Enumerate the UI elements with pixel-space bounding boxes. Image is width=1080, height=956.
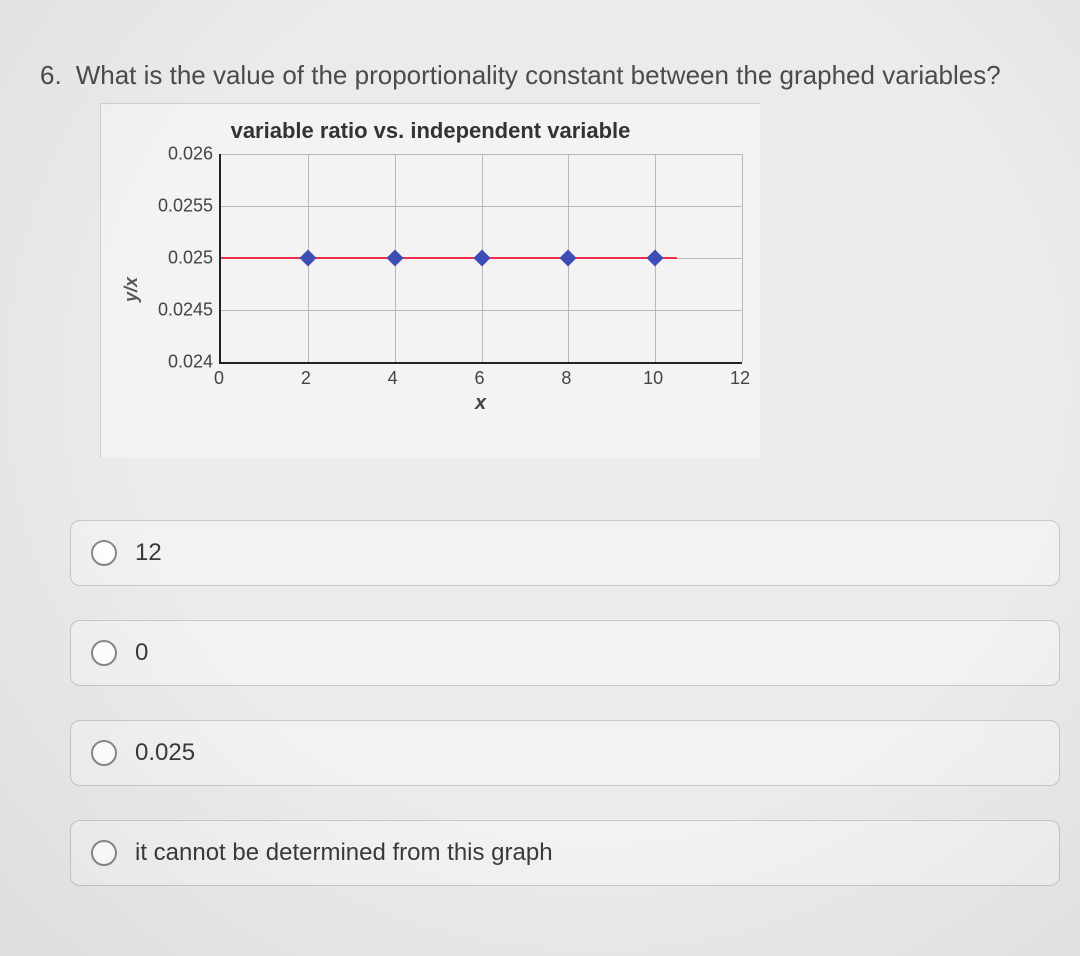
chart-plot-column: 024681012 x — [219, 154, 742, 424]
chart-xtick-label: 10 — [643, 368, 663, 389]
chart-xtick-label: 4 — [388, 368, 398, 389]
question-number: 6. — [40, 60, 62, 91]
chart-ytick-label: 0.0255 — [145, 196, 213, 217]
answer-label: 0 — [135, 639, 148, 667]
answer-label: 12 — [135, 539, 162, 567]
answer-list: 12 0 0.025 it cannot be determined from … — [70, 520, 1060, 886]
chart-marker — [647, 250, 664, 267]
answer-option-unknown[interactable]: it cannot be determined from this graph — [70, 820, 1060, 886]
chart-marker — [386, 250, 403, 267]
chart-yticks: 0.0240.02450.0250.02550.026 — [145, 154, 219, 424]
chart-xtick-label: 8 — [561, 368, 571, 389]
chart-marker — [473, 250, 490, 267]
chart-card: variable ratio vs. independent variable … — [100, 103, 760, 458]
chart-ylabel-wrap: y/x — [119, 154, 145, 424]
chart-ytick-label: 0.0245 — [145, 300, 213, 321]
radio-icon — [91, 840, 117, 866]
chart-marker — [560, 250, 577, 267]
chart-plot — [219, 154, 742, 364]
chart-title: variable ratio vs. independent variable — [119, 118, 742, 144]
radio-icon — [91, 740, 117, 766]
chart-ytick-label: 0.024 — [145, 352, 213, 373]
answer-option-0[interactable]: 0 — [70, 620, 1060, 686]
chart-ytick-label: 0.025 — [145, 248, 213, 269]
chart-xtick-label: 2 — [301, 368, 311, 389]
chart-xticks: 024681012 — [219, 364, 742, 392]
chart-xtick-label: 0 — [214, 368, 224, 389]
answer-option-0025[interactable]: 0.025 — [70, 720, 1060, 786]
radio-icon — [91, 640, 117, 666]
question-text: What is the value of the proportionality… — [76, 60, 1060, 91]
chart-marker — [299, 250, 316, 267]
chart-vgrid — [742, 154, 743, 362]
chart-xlabel: x — [219, 392, 742, 415]
chart-xtick-label: 6 — [474, 368, 484, 389]
chart-xtick-label: 12 — [730, 368, 750, 389]
answer-option-12[interactable]: 12 — [70, 520, 1060, 586]
question: 6. What is the value of the proportional… — [40, 60, 1060, 91]
answer-label: it cannot be determined from this graph — [135, 839, 553, 867]
chart-ytick-label: 0.026 — [145, 144, 213, 165]
radio-icon — [91, 540, 117, 566]
chart-body: y/x 0.0240.02450.0250.02550.026 02468101… — [119, 154, 742, 424]
quiz-page: 6. What is the value of the proportional… — [0, 0, 1080, 956]
answer-label: 0.025 — [135, 739, 195, 767]
chart-ylabel: y/x — [122, 276, 143, 301]
chart-trendline — [221, 257, 677, 259]
